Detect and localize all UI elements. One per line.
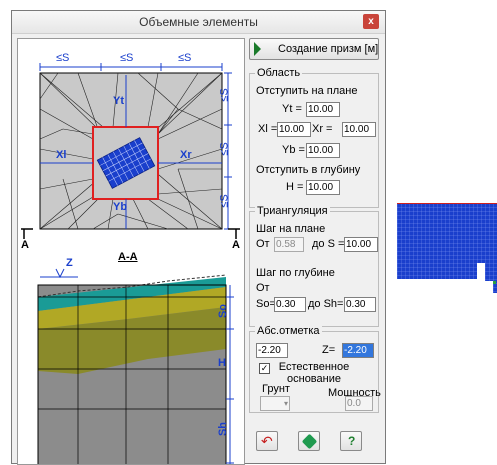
z-marker (40, 268, 78, 279)
undo-button[interactable]: ↶ (256, 431, 278, 451)
ground-label: Грунт (262, 383, 290, 395)
yt-label: Yt (113, 95, 124, 107)
depth-dimension (226, 285, 234, 464)
region-title: Область (255, 67, 303, 79)
sh-field-label: до Sh= (308, 298, 344, 310)
plan-s-label-3: ≤S (178, 52, 192, 64)
yt-field-label: Yt = (282, 103, 302, 115)
yb-input[interactable]: 10.00 (306, 143, 340, 158)
z-input[interactable]: -2.20 (342, 343, 374, 358)
background-mesh-svg (397, 203, 497, 293)
depth-step-label: Шаг по глубине (256, 267, 335, 279)
plan-offset-label: Отступить на плане (256, 85, 358, 97)
yb-field-label: Yb = (282, 144, 305, 156)
background-mesh (397, 203, 497, 293)
plan-s-label-2: ≤S (120, 52, 134, 64)
title-bar[interactable]: Объемные элементы x (12, 11, 385, 34)
yt-input[interactable]: 10.00 (306, 102, 340, 117)
xl-label: Xl (56, 149, 67, 161)
xl-input[interactable]: 10.00 (277, 122, 311, 137)
from2-label: От (256, 282, 270, 294)
prism-icon (301, 433, 318, 450)
from-input[interactable]: 0.58 (274, 237, 304, 252)
yb-label: Yb (113, 201, 128, 213)
h-label: H (218, 357, 226, 369)
xl-field-label: Xl = (258, 123, 278, 135)
close-button[interactable]: x (363, 14, 379, 29)
undo-icon: ↶ (261, 433, 273, 449)
section-title: A-A (118, 251, 138, 263)
preview-svg (21, 63, 240, 464)
sh-input[interactable]: 0.30 (344, 297, 376, 312)
create-prisms-label: Создание призм [м] (278, 43, 379, 55)
preview-drawing: ≤S ≤S ≤S ≤S ≤S ≤S Yt Yb Xl Xr A A A-A Z … (17, 38, 245, 465)
dropdown-arrow-icon: ▾ (283, 399, 288, 408)
from-label: От (256, 238, 270, 250)
section-markers (21, 228, 240, 239)
help-button[interactable]: ? (340, 431, 362, 451)
thickness-input[interactable]: 0.0 (345, 396, 373, 411)
natural-base-checkbox[interactable]: ✓ (259, 363, 270, 374)
cross-section (37, 274, 227, 464)
h-field-label: H = (286, 181, 304, 193)
z-field-label: Z= (322, 344, 336, 356)
apply-button[interactable] (298, 431, 320, 451)
depth-offset-label: Отступить в глубину (256, 164, 361, 176)
so-input[interactable]: 0.30 (274, 297, 306, 312)
xr-input[interactable]: 10.00 (342, 122, 376, 137)
ground-select[interactable]: ▾ (260, 396, 290, 411)
volume-elements-dialog: Объемные элементы x (11, 10, 386, 465)
help-icon: ? (348, 434, 356, 448)
so-label: So (217, 303, 230, 319)
create-prisms-icon (254, 42, 261, 56)
sh-label: Sh (217, 421, 230, 437)
section-marker-left: A (21, 239, 29, 251)
create-prisms-button[interactable]: Создание призм [м] (249, 38, 379, 60)
object-mesh (96, 137, 156, 189)
side-s-label-3: ≤S (218, 194, 231, 208)
to-s-label: до S = (312, 238, 345, 250)
h-input[interactable]: 10.00 (306, 180, 340, 195)
so-field-label: So= (256, 298, 276, 310)
plan-s-label-1: ≤S (56, 52, 70, 64)
elevation-title: Абс.отметка (255, 325, 322, 337)
triangulation-title: Триангуляция (255, 205, 330, 217)
window-title: Объемные элементы (139, 15, 258, 29)
side-s-label-1: ≤S (218, 88, 231, 102)
xr-label: Xr (180, 149, 192, 161)
section-marker-right: A (232, 239, 240, 251)
natural-base-label: Естественное основание (278, 361, 350, 385)
to-s-input[interactable]: 10.00 (344, 237, 378, 252)
side-s-label-2: ≤S (218, 142, 231, 156)
dimension-lines (39, 63, 232, 230)
abs-elevation-input[interactable]: -2.20 (256, 343, 288, 358)
z-label: Z (66, 257, 73, 269)
plan-step-label: Шаг на плане (256, 223, 326, 235)
xr-field-label: Xr = (312, 123, 333, 135)
